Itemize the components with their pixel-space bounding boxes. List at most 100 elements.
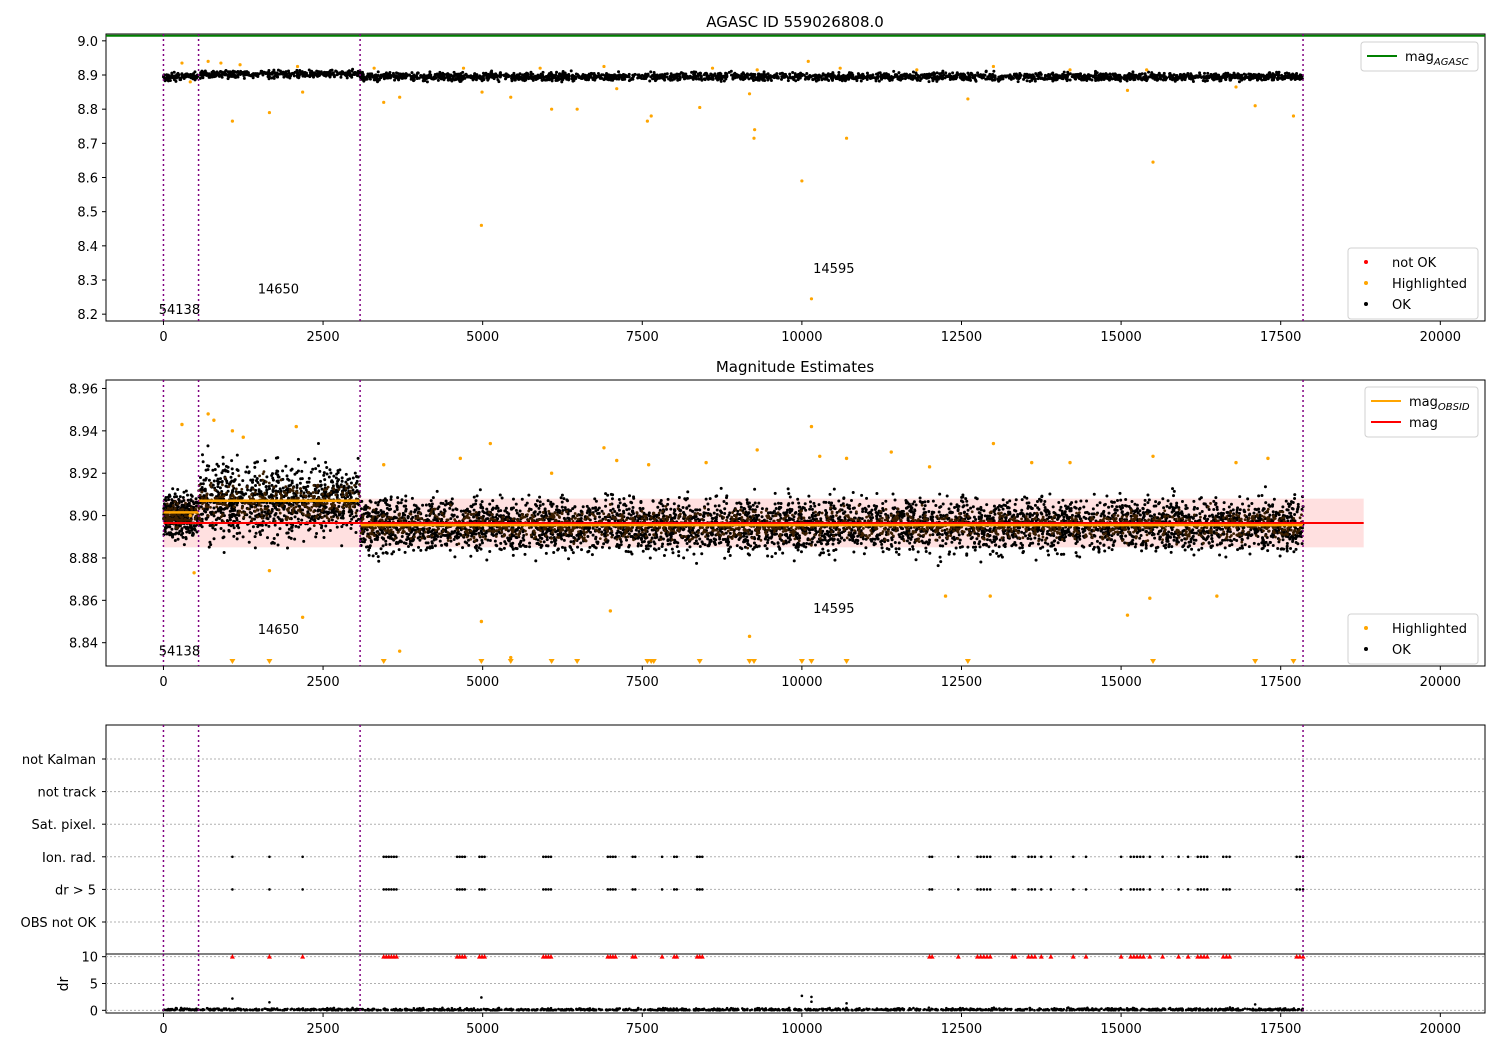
ok-point [935, 79, 939, 83]
ok-point [244, 470, 248, 474]
ok-point [173, 500, 177, 504]
ok-point [277, 508, 281, 512]
ok-point [984, 69, 988, 73]
ok-point [663, 78, 667, 82]
ok-point [1250, 77, 1254, 81]
ok-point [310, 494, 313, 498]
ok-point [1194, 74, 1198, 78]
ok-point [1031, 76, 1035, 80]
ok-point [1267, 71, 1271, 75]
ok-point [538, 504, 542, 508]
ok-point [174, 531, 178, 535]
ok-point [212, 74, 216, 78]
ok-point [670, 75, 674, 79]
ok-point [973, 74, 977, 78]
ok-point [171, 487, 175, 491]
ok-point [837, 71, 841, 75]
ok-point [437, 76, 441, 80]
ok-point [643, 74, 647, 78]
ok-point [231, 69, 235, 73]
ok-point [1138, 72, 1142, 76]
ok-point [1033, 503, 1037, 507]
highlighted-point [602, 64, 606, 69]
ok-point [547, 78, 551, 82]
ok-point [273, 494, 276, 498]
ok-point [341, 494, 345, 498]
ok-point [263, 459, 267, 463]
ok-point [311, 73, 315, 77]
ok-point [638, 76, 642, 80]
ok-point [351, 491, 354, 495]
ok-point [977, 74, 981, 78]
ok-point [353, 503, 357, 506]
highlighted-point [838, 66, 842, 70]
ok-point [264, 480, 268, 484]
ok-point [938, 75, 942, 79]
ok-point [341, 505, 345, 509]
ok-point [1168, 71, 1172, 75]
ok-point [259, 490, 263, 494]
ok-point [1269, 74, 1273, 78]
ok-point [300, 477, 304, 481]
ok-point [253, 461, 257, 465]
ok-point [267, 485, 271, 489]
ok-point [237, 526, 241, 530]
ok-point [1108, 72, 1112, 76]
ok-point [303, 460, 307, 464]
ok-point [402, 74, 406, 78]
ok-point [307, 480, 311, 484]
ok-point [215, 479, 219, 483]
ok-point [683, 76, 687, 80]
ok-point [319, 70, 323, 74]
ok-point [1203, 71, 1207, 75]
ok-point [298, 481, 302, 485]
ok-point [201, 512, 205, 516]
ok-point [339, 75, 343, 79]
ok-point [1253, 74, 1257, 78]
ok-point [181, 535, 185, 539]
ok-point [869, 77, 873, 81]
ok-point [727, 70, 731, 74]
ok-point [1019, 73, 1023, 77]
ok-point [256, 75, 260, 79]
highlighted-point [698, 105, 702, 110]
ok-point [310, 515, 314, 519]
ok-point [1093, 69, 1097, 73]
ok-point [654, 78, 658, 82]
ok-point [369, 73, 373, 77]
ok-point [331, 480, 335, 484]
ok-point [171, 518, 175, 522]
ok-point [757, 73, 761, 77]
ok-point [283, 491, 287, 495]
ok-point [167, 531, 171, 535]
ok-point [802, 73, 806, 77]
ok-point [456, 75, 460, 79]
ok-point [259, 533, 263, 537]
ok-point [170, 75, 174, 79]
ok-point [279, 489, 283, 493]
ok-point [1036, 74, 1040, 78]
ok-point [228, 518, 232, 522]
ok-point [315, 484, 319, 488]
ok-point [356, 69, 360, 73]
ok-point [459, 72, 463, 76]
ok-point [250, 493, 253, 496]
ok-point [292, 74, 296, 78]
ok-point [337, 71, 341, 75]
ok-point [1293, 78, 1297, 82]
ok-point [180, 527, 184, 531]
ok-point [165, 76, 169, 80]
ok-point [1178, 72, 1182, 76]
ok-point [287, 535, 291, 539]
ok-point [271, 476, 275, 480]
ok-point [329, 491, 333, 494]
ok-point [302, 503, 305, 507]
ok-point [397, 78, 401, 82]
ok-point [221, 502, 225, 506]
ok-point [1213, 72, 1217, 76]
ok-point [205, 494, 208, 498]
ok-point [178, 495, 182, 499]
highlighted-point [398, 95, 402, 99]
ok-point [627, 79, 631, 83]
ok-point [298, 507, 302, 510]
